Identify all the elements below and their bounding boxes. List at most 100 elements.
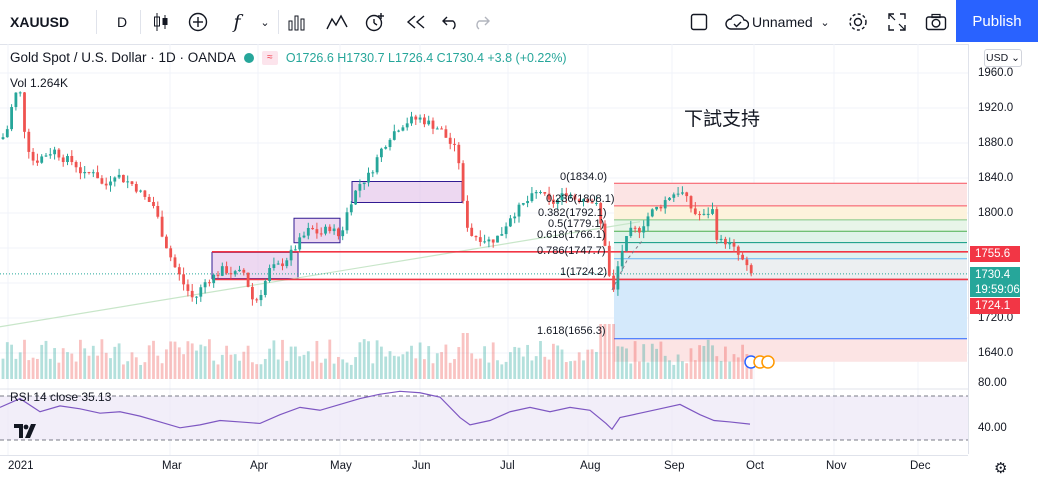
candle-body xyxy=(599,203,603,224)
volume-bar xyxy=(732,354,736,379)
candle-body xyxy=(276,263,280,265)
candle-body xyxy=(345,212,349,231)
volume-bar xyxy=(496,360,499,379)
volume-bar xyxy=(117,343,121,379)
camera-icon[interactable] xyxy=(924,0,948,44)
volume-label[interactable]: Vol 1.264K xyxy=(10,76,69,90)
support-price-tag[interactable]: 1724.1 xyxy=(970,298,1020,314)
volume-bar xyxy=(418,342,422,379)
fib-label-05: 0.5(1779.1) xyxy=(548,218,605,230)
undo-icon[interactable] xyxy=(440,0,462,44)
rsi-legend[interactable]: RSI 14 close 35.13 xyxy=(10,390,112,404)
candle-body xyxy=(392,131,396,140)
candle-body xyxy=(53,149,56,155)
candle-body xyxy=(10,107,13,130)
tradingview-logo[interactable] xyxy=(14,424,36,441)
candle-body xyxy=(306,227,310,236)
volume-bar xyxy=(165,349,168,379)
candle-body xyxy=(285,260,289,267)
chevron-down-icon[interactable]: ⌄ xyxy=(260,16,270,29)
gear-icon[interactable] xyxy=(846,0,870,44)
candle-body xyxy=(629,227,633,237)
chevron-down-icon[interactable]: ⌄ xyxy=(820,16,830,29)
candle-body xyxy=(556,200,560,204)
volume-bar xyxy=(302,354,306,379)
symbol-search[interactable]: XAUUSD xyxy=(10,14,70,30)
alert-icon[interactable] xyxy=(364,0,386,44)
volume-bar xyxy=(18,352,22,379)
rsi-tick: 40.00 xyxy=(978,422,1007,434)
candle-body xyxy=(242,269,246,273)
candle-body xyxy=(337,228,340,237)
chart-annotation[interactable]: 下試支持 xyxy=(684,109,761,130)
volume-bar xyxy=(276,359,280,379)
publish-button[interactable]: Publish xyxy=(956,0,1038,42)
time-axis[interactable] xyxy=(0,455,968,479)
candle-body xyxy=(109,181,112,186)
redo-icon[interactable] xyxy=(470,0,492,44)
candle-body xyxy=(27,131,31,152)
candle-body xyxy=(83,172,87,174)
expand-icon[interactable] xyxy=(886,0,908,44)
templates-icon[interactable] xyxy=(326,0,348,44)
volume-bar xyxy=(668,360,671,379)
candle-body xyxy=(5,129,9,138)
candle-body xyxy=(547,193,551,200)
price-tick: 1800.0 xyxy=(978,207,1014,219)
volume-bar xyxy=(362,339,366,379)
volume-bar xyxy=(521,356,525,379)
volume-bar xyxy=(552,343,555,379)
volume-bar xyxy=(646,362,650,379)
candle-body xyxy=(487,239,491,242)
candle-body xyxy=(61,157,65,163)
candle-body xyxy=(646,216,650,227)
candle-body xyxy=(294,249,297,251)
candle-body xyxy=(620,250,624,267)
symbol-title[interactable]: Gold Spot / U.S. Dollar · 1D · OANDA xyxy=(10,50,236,65)
volume-bar xyxy=(470,353,474,379)
top-toolbar: XAUUSD D f ⌄ Unnamed ⌄ Publish xyxy=(0,0,1038,45)
volume-bar xyxy=(642,344,646,379)
candle-body xyxy=(182,274,185,285)
cloud-icon[interactable] xyxy=(724,0,750,44)
volume-bar xyxy=(724,346,727,379)
volume-bar xyxy=(586,349,590,379)
volume-bar xyxy=(547,359,551,379)
data-problem-icon[interactable]: ≈ xyxy=(261,50,278,65)
candle-body xyxy=(719,238,723,240)
last-price-tag[interactable]: 1730.4 xyxy=(970,267,1020,282)
replay-icon[interactable] xyxy=(404,0,428,44)
fib-label-0236: 0.236(1808.1) xyxy=(546,193,615,205)
volume-bar xyxy=(448,362,452,379)
candle-body xyxy=(57,149,61,158)
volume-bar xyxy=(48,358,52,379)
price-chart[interactable] xyxy=(0,44,968,455)
gear-icon[interactable]: ⚙ xyxy=(994,460,1008,477)
candle-body xyxy=(573,195,577,200)
candle-body xyxy=(689,196,693,209)
fullscreen-square-icon[interactable] xyxy=(688,0,710,44)
interval-button[interactable]: D xyxy=(116,14,128,30)
volume-bar xyxy=(61,348,65,379)
candles-icon[interactable] xyxy=(150,0,172,44)
candle-body xyxy=(470,227,474,236)
volume-bar xyxy=(728,361,732,379)
currency-selector[interactable]: USD ⌄ xyxy=(984,49,1022,67)
resistance-price-tag[interactable]: 1755.6 xyxy=(970,246,1020,262)
candle-body xyxy=(693,208,697,215)
volume-bar xyxy=(702,345,706,379)
candle-body xyxy=(672,194,676,198)
toolbar-divider xyxy=(96,10,97,34)
function-icon[interactable]: f xyxy=(233,11,241,33)
volume-bar xyxy=(487,362,491,379)
candle-body xyxy=(655,206,658,210)
candle-body xyxy=(315,229,319,234)
bar-chart-icon[interactable] xyxy=(286,0,308,44)
candle-body xyxy=(367,172,370,183)
volume-bar xyxy=(100,339,104,379)
candle-body xyxy=(685,192,689,197)
volume-bar xyxy=(431,363,435,379)
fib-label-0382: 0.382(1792.1) xyxy=(538,207,607,219)
layout-name-button[interactable]: Unnamed xyxy=(752,14,813,30)
add-indicator-icon[interactable] xyxy=(186,0,210,44)
